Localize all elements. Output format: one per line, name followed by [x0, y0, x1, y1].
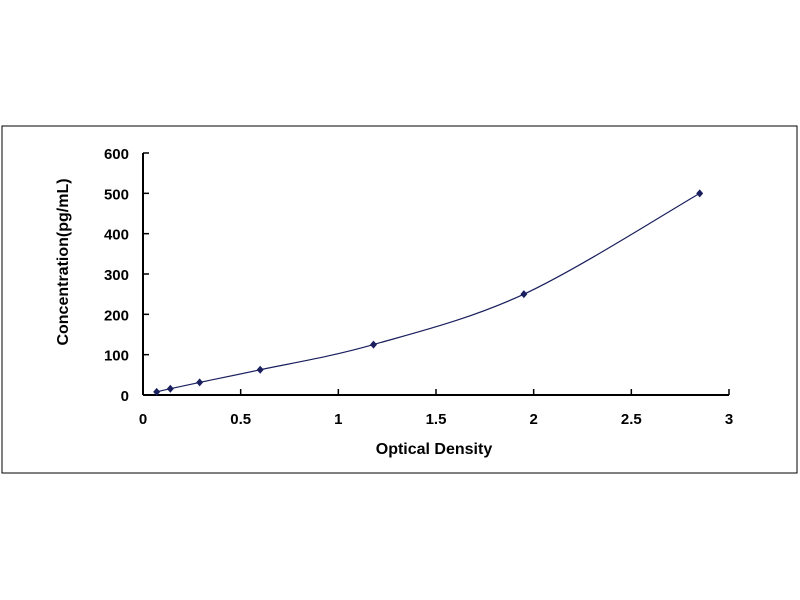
y-tick-label: 600	[104, 146, 129, 163]
x-axis-label: Optical Density	[376, 441, 493, 458]
y-tick-label: 100	[104, 348, 129, 365]
y-tick-label: 300	[104, 267, 129, 284]
x-tick-label: 1	[334, 411, 342, 428]
chart-frame	[1, 125, 798, 474]
y-tick-label: 400	[104, 227, 129, 244]
data-point	[696, 189, 704, 198]
y-tick-label: 0	[121, 388, 129, 405]
data-point	[153, 387, 161, 396]
y-axis-label: Concentration(pg/mL)	[55, 178, 72, 345]
y-tick-label: 200	[104, 307, 129, 324]
x-tick-label: 0	[139, 411, 147, 428]
trend-curve	[156, 192, 700, 393]
data-point	[369, 340, 377, 349]
y-tick-label: 500	[104, 186, 129, 203]
x-tick-label: 0.5	[230, 411, 251, 428]
data-point	[166, 384, 174, 393]
x-tick-label: 2.5	[621, 411, 642, 428]
x-tick-label: 1.5	[426, 411, 447, 428]
x-tick-label: 2	[529, 411, 537, 428]
data-point	[520, 290, 528, 299]
data-point	[196, 378, 204, 387]
x-tick-label: 3	[725, 411, 733, 428]
data-point	[256, 365, 264, 374]
